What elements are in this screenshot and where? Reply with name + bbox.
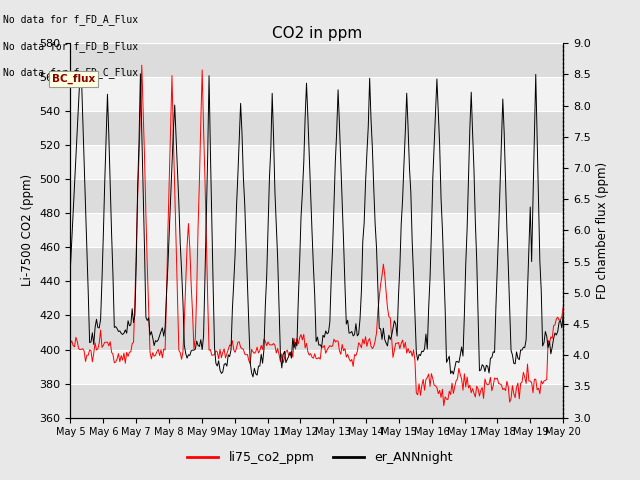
Bar bbox=[70, 111, 563, 145]
Bar bbox=[70, 315, 563, 349]
Text: No data for f_FD_C_Flux: No data for f_FD_C_Flux bbox=[3, 67, 138, 78]
Text: No data for f_FD_A_Flux: No data for f_FD_A_Flux bbox=[3, 14, 138, 25]
Bar bbox=[70, 180, 563, 214]
Text: No data for f_FD_B_Flux: No data for f_FD_B_Flux bbox=[3, 41, 138, 52]
Y-axis label: Li-7500 CO2 (ppm): Li-7500 CO2 (ppm) bbox=[21, 174, 34, 287]
Title: CO2 in ppm: CO2 in ppm bbox=[271, 25, 362, 41]
Bar bbox=[70, 247, 563, 281]
Bar bbox=[70, 384, 563, 418]
Bar bbox=[70, 43, 563, 77]
Y-axis label: FD chamber flux (ppm): FD chamber flux (ppm) bbox=[596, 162, 609, 299]
Legend: li75_co2_ppm, er_ANNnight: li75_co2_ppm, er_ANNnight bbox=[182, 446, 458, 469]
Text: BC_flux: BC_flux bbox=[52, 74, 95, 84]
